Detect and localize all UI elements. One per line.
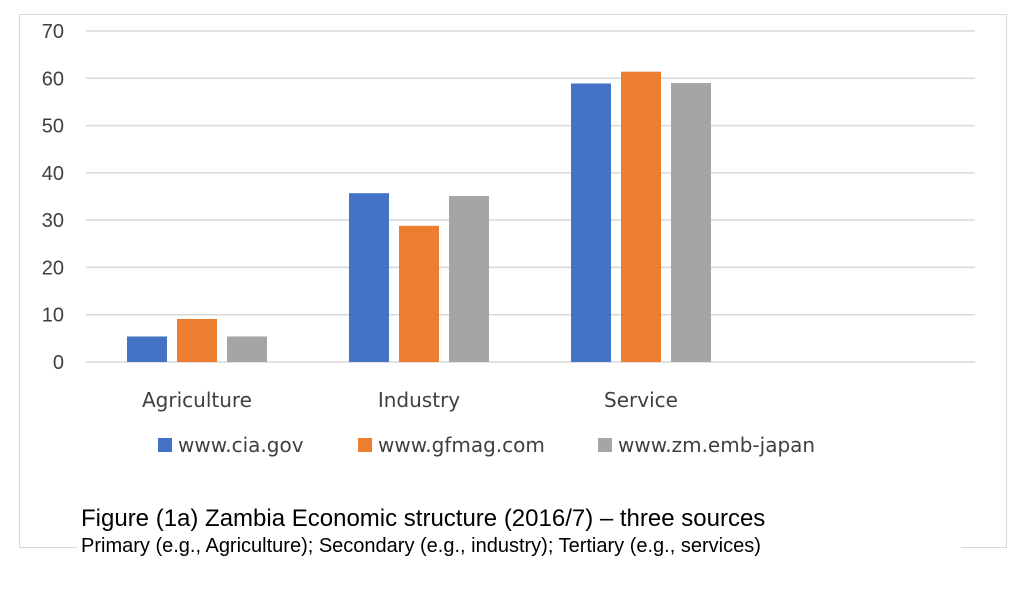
legend-item: www.zm.emb-japan: [598, 430, 815, 460]
legend-swatch: [358, 438, 372, 452]
bar: [399, 225, 439, 362]
x-category-label: Industry: [378, 388, 460, 412]
bar: [227, 336, 267, 362]
bar-chart: 0 10 20 30 40 50 60 70 Agriculture Industry Servi…: [42, 21, 975, 412]
x-axis-categories: Agriculture Industry Service: [142, 388, 678, 412]
y-tick-label: 50: [42, 116, 64, 138]
legend-item: www.gfmag.com: [358, 430, 545, 460]
chart-frame: [19, 14, 1007, 548]
x-category-label: Service: [604, 388, 678, 412]
y-tick-label: 30: [42, 210, 64, 232]
caption-title: Figure (1a) Zambia Economic structure (2…: [81, 505, 766, 532]
gridlines: [86, 30, 975, 363]
caption-body: Primary (e.g., Agriculture); Secondary (…: [81, 535, 761, 557]
y-tick-label: 0: [53, 352, 64, 374]
bar: [571, 83, 611, 362]
legend-label: www.cia.gov: [178, 433, 304, 457]
legend: www.cia.gov www.gfmag.com www.zm.emb-japan: [0, 430, 1024, 460]
legend-item: www.cia.gov: [158, 430, 304, 460]
legend-swatch: [598, 438, 612, 452]
y-tick-label: 40: [42, 163, 64, 185]
legend-label: www.gfmag.com: [378, 433, 545, 457]
y-axis-ticks: 0 10 20 30 40 50 60 70: [42, 21, 64, 374]
bar: [621, 71, 661, 362]
x-category-label: Agriculture: [142, 388, 252, 412]
bar: [349, 193, 389, 362]
legend-label: www.zm.emb-japan: [618, 433, 816, 457]
y-tick-label: 20: [42, 257, 64, 279]
bars: [127, 71, 711, 362]
bar: [177, 318, 217, 362]
figure-caption: Figure (1a) Zambia Economic structure (2…: [77, 504, 961, 558]
y-tick-label: 60: [42, 68, 64, 90]
bar: [449, 196, 489, 362]
bar: [671, 83, 711, 362]
bar: [127, 336, 167, 362]
legend-swatch: [158, 438, 172, 452]
y-tick-label: 10: [42, 305, 64, 327]
y-tick-label: 70: [42, 21, 64, 43]
